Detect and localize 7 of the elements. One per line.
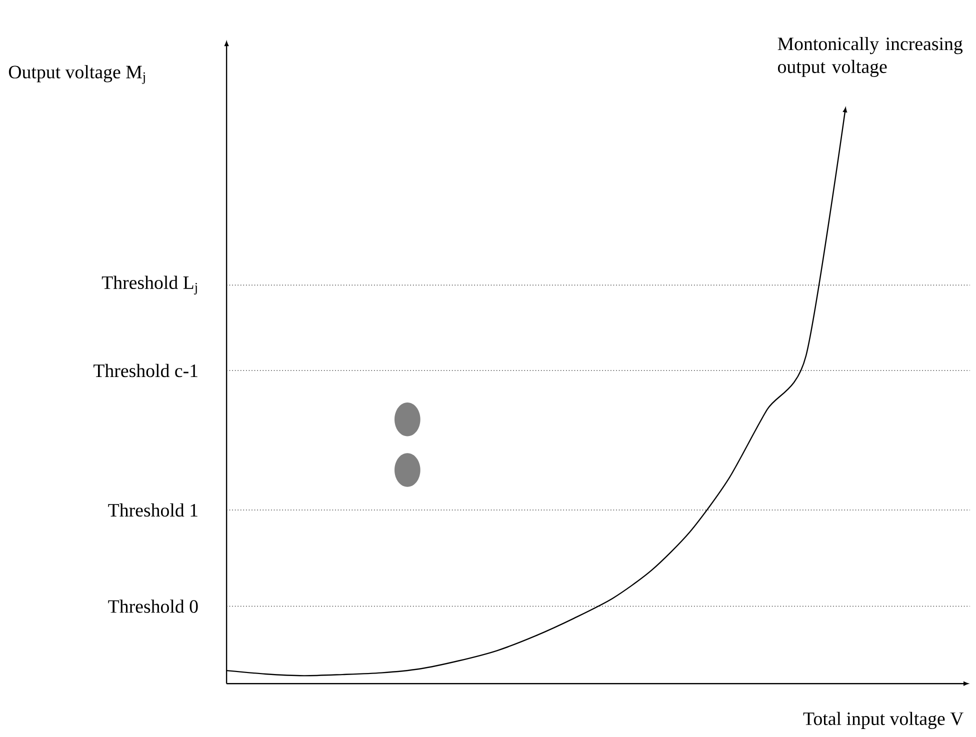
ref-line-label: Threshold 1: [108, 503, 198, 516]
x-axis-title: Total input voltage V: [803, 712, 964, 729]
y-axis-title: Output voltage M$_{j}$: [8, 64, 145, 84]
ref-line-label: Threshold L$_{j}$: [102, 276, 197, 294]
text: Montonically increasing output voltage: [778, 36, 963, 77]
ref-line-label: Threshold c-1: [94, 364, 198, 378]
ref-line-label: Threshold 0: [108, 599, 198, 613]
